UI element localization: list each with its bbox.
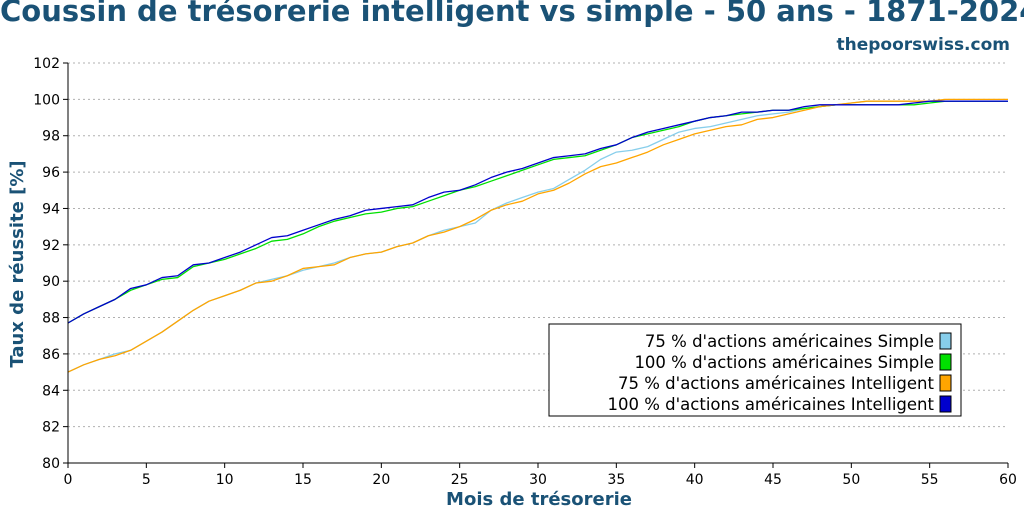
axes: [63, 62, 1009, 468]
x-tick-label: 30: [529, 472, 547, 488]
x-tick-label: 35: [607, 472, 625, 488]
x-tick-label: 5: [142, 472, 151, 488]
tick-labels: 80 82 84 86 88 90 92 94 96 98 100 102 0 5 10 15 20 25 30 35…: [33, 56, 1017, 488]
x-axis-label: Mois de trésorerie: [446, 489, 632, 510]
y-tick-label: 92: [42, 238, 60, 254]
legend-entry-0: 75 % d'actions américaines Simple: [645, 332, 934, 351]
x-tick-label: 55: [921, 472, 939, 488]
y-tick-label: 88: [42, 311, 60, 327]
legend-swatch-1: [939, 353, 952, 371]
x-tick-label: 10: [216, 472, 234, 488]
legend-swatch-3: [939, 395, 952, 413]
series-line-1: [67, 100, 1008, 324]
series-line-3: [67, 100, 1008, 324]
y-tick-label: 80: [42, 456, 60, 472]
x-tick-label: 25: [451, 472, 469, 488]
y-tick-label: 84: [42, 383, 60, 399]
legend-entry-3: 100 % d'actions américaines Intelligent: [608, 395, 935, 414]
chart-title: Coussin de trésorerie intelligent vs sim…: [0, 0, 1024, 28]
y-axis-label: Taux de réussite [%]: [7, 160, 28, 367]
series-line-2: [67, 98, 1008, 373]
y-tick-label: 82: [42, 420, 60, 436]
y-tick-label: 96: [42, 165, 60, 181]
grid: [68, 62, 1008, 428]
brand-watermark: thepoorswiss.com: [836, 35, 1011, 55]
y-tick-label: 100: [33, 92, 60, 108]
y-tick-label: 94: [42, 201, 60, 217]
y-tick-label: 102: [33, 56, 60, 72]
series-lines: [67, 98, 1008, 373]
y-tick-label: 90: [42, 274, 60, 290]
legend-swatch-0: [939, 332, 952, 350]
x-tick-label: 40: [686, 472, 704, 488]
x-tick-label: 20: [372, 472, 390, 488]
legend-box: [548, 323, 962, 417]
legend-entry-1: 100 % d'actions américaines Simple: [634, 353, 934, 372]
legend: 75 % d'actions américaines Simple 100 % d…: [548, 323, 962, 417]
x-tick-label: 60: [999, 472, 1017, 488]
y-tick-label: 86: [42, 347, 60, 363]
y-tick-label: 98: [42, 129, 60, 145]
x-tick-label: 0: [64, 472, 73, 488]
x-tick-label: 45: [764, 472, 782, 488]
legend-swatch-2: [939, 374, 952, 392]
x-tick-label: 15: [294, 472, 312, 488]
legend-entry-2: 75 % d'actions américaines Intelligent: [618, 374, 935, 393]
x-tick-label: 50: [842, 472, 860, 488]
